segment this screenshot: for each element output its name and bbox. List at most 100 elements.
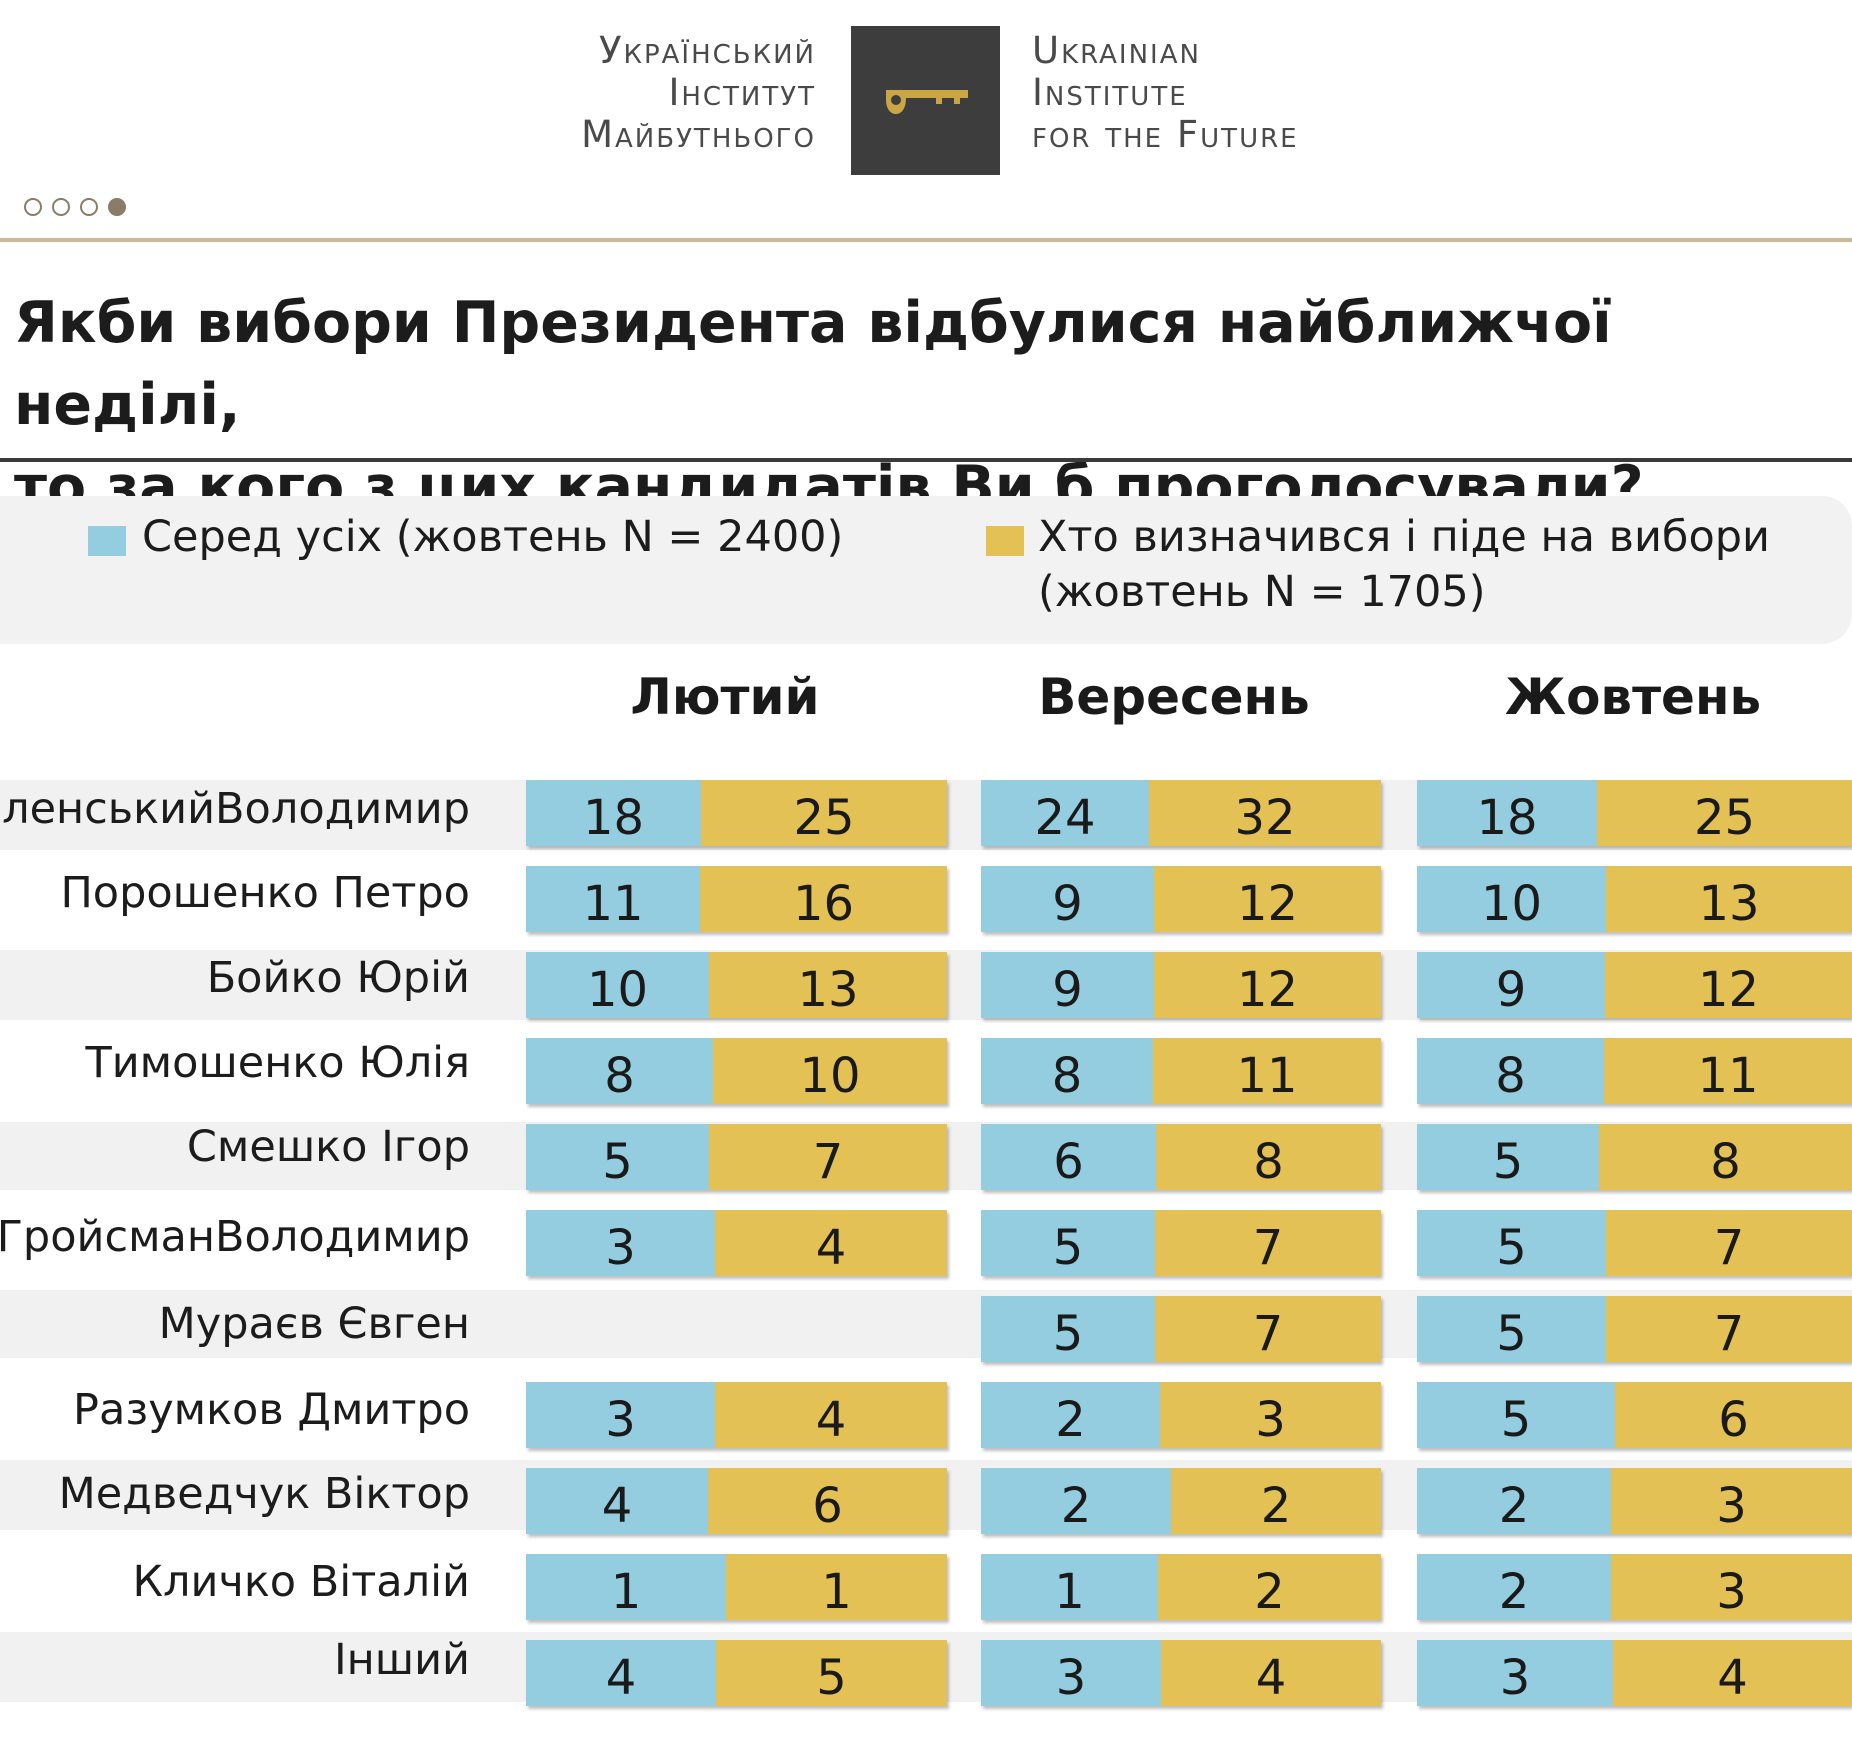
bar-segment-all: 11 xyxy=(526,866,700,932)
candidate-name-line: Тимошенко Юлія xyxy=(85,1037,470,1088)
candidate-name: Кличко Віталій xyxy=(10,1545,470,1618)
candidate-name-line: Інший xyxy=(333,1635,470,1685)
bar-segment-decided: 25 xyxy=(701,780,947,846)
bar-segment-all: 8 xyxy=(1417,1038,1604,1104)
candidate-name: ЗеленськийВолодимир xyxy=(0,768,470,850)
legend-swatch-decided xyxy=(986,526,1024,556)
logo-text-ukrainian: Український Інститут Майбутнього xyxy=(581,29,816,156)
candidate-name-line: Мураєв Євген xyxy=(158,1299,470,1349)
stacked-bar: 9 12 xyxy=(981,866,1381,932)
bar-segment-all: 2 xyxy=(981,1382,1160,1448)
bar-segment-decided: 4 xyxy=(715,1382,947,1448)
bar-segment-all: 18 xyxy=(1417,780,1597,846)
bar-segment-decided: 4 xyxy=(715,1210,947,1276)
bar-segment-decided: 7 xyxy=(1606,1296,1852,1362)
page-title: Якби вибори Президента відбулися найближ… xyxy=(14,290,1644,520)
bar-segment-decided: 6 xyxy=(1615,1382,1852,1448)
candidate-name: Бойко Юрій xyxy=(10,943,470,1012)
candidate-name: Медведчук Віктор xyxy=(10,1460,470,1528)
stacked-bar: 8 10 xyxy=(526,1038,947,1104)
candidate-name-line: Смешко Ігор xyxy=(186,1122,470,1172)
month-header: Вересень xyxy=(1038,668,1310,726)
pager-dot-active[interactable] xyxy=(108,197,126,216)
bar-segment-all: 9 xyxy=(981,866,1154,932)
bar-segment-all: 1 xyxy=(526,1554,726,1620)
bar-segment-decided: 2 xyxy=(1171,1468,1381,1534)
bar-segment-decided: 11 xyxy=(1604,1038,1852,1104)
pager-dot[interactable] xyxy=(24,197,42,216)
bar-segment-all: 4 xyxy=(526,1640,716,1706)
bar-segment-decided: 3 xyxy=(1611,1554,1852,1620)
bar-segment-decided: 7 xyxy=(709,1124,947,1190)
stacked-bar: 9 12 xyxy=(981,952,1381,1018)
bar-segment-all: 6 xyxy=(981,1124,1156,1190)
bar-segment-all: 10 xyxy=(526,952,709,1018)
bar-segment-all: 2 xyxy=(981,1468,1171,1534)
bar-segment-all: 2 xyxy=(1417,1468,1611,1534)
key-icon xyxy=(886,90,968,114)
stacked-bar: 18 25 xyxy=(526,780,947,846)
month-header: Лютий xyxy=(630,668,820,726)
candidate-name: Разумков Дмитро xyxy=(10,1372,470,1448)
stacked-bar: 24 32 xyxy=(981,780,1381,846)
bar-segment-decided: 2 xyxy=(1158,1554,1381,1620)
bar-segment-all: 5 xyxy=(1417,1296,1606,1362)
legend: Серед усіх (жовтень N = 2400) Хто визнач… xyxy=(0,496,1852,644)
legend-swatch-all xyxy=(88,526,126,556)
bar-segment-all: 8 xyxy=(981,1038,1153,1104)
bar-segment-all: 9 xyxy=(981,952,1154,1018)
bar-segment-decided: 12 xyxy=(1605,952,1852,1018)
pager-dot[interactable] xyxy=(80,197,98,216)
candidate-name-line: Кличко Віталій xyxy=(132,1556,470,1607)
candidate-name-line: Разумков Дмитро xyxy=(73,1385,470,1435)
bar-segment-all: 5 xyxy=(1417,1210,1606,1276)
logo-text-english: Ukrainian Institute for the Future xyxy=(1032,29,1299,156)
candidate-name: Інший xyxy=(10,1630,470,1690)
bar-segment-all: 3 xyxy=(981,1640,1161,1706)
slide-pager[interactable] xyxy=(24,196,136,220)
candidate-name: Мураєв Євген xyxy=(10,1290,470,1358)
bar-segment-all: 24 xyxy=(981,780,1149,846)
bar-segment-decided: 7 xyxy=(1155,1210,1381,1276)
candidate-name: Порошенко Петро xyxy=(10,858,470,928)
legend-label-decided: Хто визначився і піде на вибори (жовтень… xyxy=(1038,512,1770,617)
bar-segment-all: 10 xyxy=(1417,866,1606,932)
bar-segment-decided: 32 xyxy=(1149,780,1381,846)
stacked-bar: 8 11 xyxy=(981,1038,1381,1104)
bar-segment-all: 1 xyxy=(981,1554,1158,1620)
bar-segment-all: 3 xyxy=(1417,1640,1613,1706)
bar-segment-decided: 6 xyxy=(708,1468,947,1534)
legend-label-all: Серед усіх (жовтень N = 2400) xyxy=(142,512,844,562)
bar-segment-decided: 10 xyxy=(713,1038,947,1104)
bar-segment-all: 5 xyxy=(1417,1382,1615,1448)
bar-segment-decided: 7 xyxy=(1606,1210,1852,1276)
bar-segment-decided: 5 xyxy=(716,1640,947,1706)
month-header: Жовтень xyxy=(1504,668,1762,726)
bar-segment-decided: 7 xyxy=(1155,1296,1381,1362)
logo-mark xyxy=(851,26,1000,175)
candidate-name-line: Зеленський xyxy=(0,784,216,834)
stacked-bar: 9 12 xyxy=(1417,952,1852,1018)
bar-segment-decided: 4 xyxy=(1613,1640,1852,1706)
bar-segment-decided: 13 xyxy=(1606,866,1852,932)
candidate-name: Тимошенко Юлія xyxy=(10,1027,470,1098)
pager-dot[interactable] xyxy=(52,197,70,216)
candidate-name-line: Гройсман xyxy=(0,1211,216,1262)
bar-segment-all: 5 xyxy=(526,1124,709,1190)
bar-segment-decided: 13 xyxy=(709,952,947,1018)
bar-segment-all: 9 xyxy=(1417,952,1605,1018)
bar-segment-all: 8 xyxy=(526,1038,713,1104)
